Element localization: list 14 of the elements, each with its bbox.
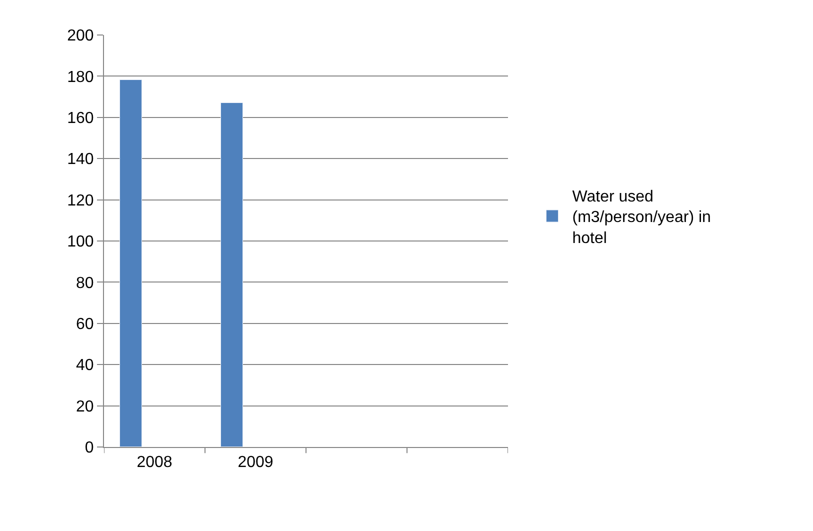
y-tick-label: 0 xyxy=(84,440,94,457)
legend-label: Water used (m3/person/year) in hotel xyxy=(572,188,711,248)
x-tick-label: 2008 xyxy=(136,454,172,472)
y-tick-label: 180 xyxy=(67,68,94,86)
y-tick-label: 200 xyxy=(67,28,94,45)
y-tick-label: 140 xyxy=(67,151,94,168)
x-tick-label: 2009 xyxy=(238,454,274,472)
y-tick-label: 40 xyxy=(76,357,94,374)
y-tick-label: 60 xyxy=(76,316,94,333)
y-tick-label: 80 xyxy=(76,274,94,292)
y-tick-label: 160 xyxy=(67,110,94,127)
y-tick-label: 100 xyxy=(67,234,94,251)
y-tick-label: 120 xyxy=(67,192,94,210)
y-tick-label: 20 xyxy=(76,398,94,416)
